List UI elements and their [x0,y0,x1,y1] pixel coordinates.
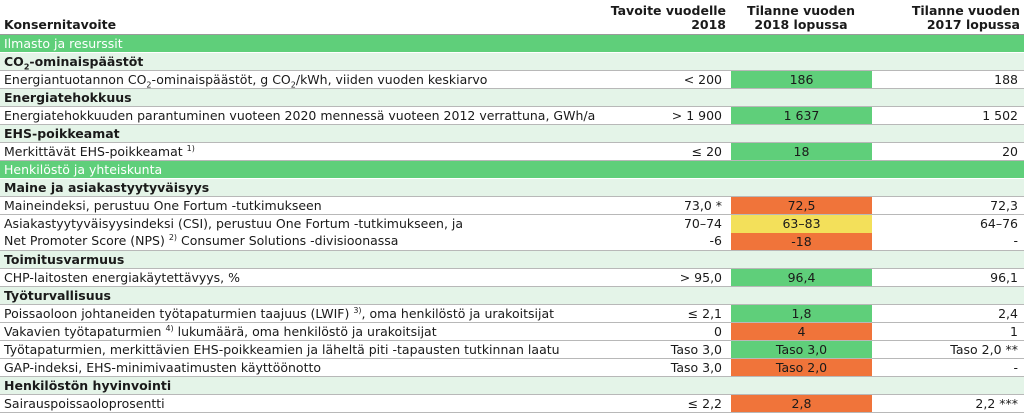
row-status-2018: 1,8 [730,305,872,322]
table-row-energy: Energiatehokkuuden parantuminen vuoteen … [0,107,1024,125]
row-status-2017: 20 [1002,144,1018,159]
row-target: Taso 3,0 [670,360,722,375]
table-header: Konsernitavoite Tavoite vuodelle 2018 Ti… [0,0,1024,35]
row-label: Poissaoloon johtaneiden työtapaturmien t… [4,305,554,321]
row-label: Energiantuotannon CO2-ominaispäästöt, g … [4,72,488,90]
subhead-brand: Maine ja asiakastyytyväisyys [0,179,1024,197]
table-row-ehs: Merkittävät EHS-poikkeamat 1) ≤ 20 18 20 [0,143,1024,161]
footnote-marker: 4) [165,323,174,333]
row-status-2018: 2,8 [730,395,872,412]
subhead-co2-subscript: 2 [23,62,30,72]
row-target: ≤ 2,2 [687,396,722,411]
row-target: ≤ 2,1 [687,306,722,321]
section-climate: Ilmasto ja resurssit [0,35,1024,53]
row-label: Maineindeksi, perustuu One Fortum -tutki… [4,198,322,213]
footnote-marker: 2) [168,232,178,242]
table-row-gap: GAP-indeksi, EHS-minimivaatimusten käytt… [0,359,1024,377]
subhead-supply: Toimitusvarmuus [0,251,1024,269]
row-status-2017: 1 [1010,324,1018,339]
row-target: > 1 900 [671,108,722,123]
row-target: ≤ 20 [691,144,722,159]
footnote-marker: 1) [186,143,195,153]
subhead-ehs: EHS-poikkeamat [0,125,1024,143]
header-status-2018: Tilanne vuoden 2018 lopussa [746,3,856,32]
row-target: 70–74 -6 [683,216,722,248]
row-label: Sairauspoissaoloprosentti [4,396,165,411]
table-row-brand: Maineindeksi, perustuu One Fortum -tutki… [0,197,1024,215]
subhead-co2-text: CO [4,54,24,69]
subhead-co2: CO2-ominaispäästöt [0,53,1024,71]
row-status-2018: 4 [730,323,872,340]
table-row-sick: Sairauspoissaoloprosentti ≤ 2,2 2,8 2,2 … [0,395,1024,413]
row-status-2018: 63–83 -18 [730,215,872,250]
row-status-2017: 2,2 *** [975,396,1018,411]
row-status-2017: 188 [994,72,1018,87]
section-people: Henkilöstö ja yhteiskunta [0,161,1024,179]
row-status-2018: Taso 3,0 [730,341,872,358]
row-label: Merkittävät EHS-poikkeamat 1) [4,143,195,159]
row-status-2018: 18 [730,143,872,160]
row-status-2018: 96,4 [730,269,872,286]
row-status-2018: 186 [730,71,872,88]
header-status-2017: Tilanne vuoden 2017 lopussa [911,3,1020,32]
row-status-2017: 1 502 [982,108,1018,123]
subhead-safety: Työturvallisuus [0,287,1024,305]
header-target-2018: Tavoite vuodelle 2018 [610,3,726,32]
row-status-2017: 64–76 - [979,216,1018,248]
row-status-2017: 72,3 [990,198,1018,213]
row-target: < 200 [683,72,722,87]
row-status-2017: Taso 2,0 ** [950,342,1018,357]
row-label: Vakavien työtapaturmien 4) lukumäärä, om… [4,323,437,339]
row-label: CHP-laitosten energiakäytettävyys, % [4,270,241,285]
table-row-chp: CHP-laitosten energiakäytettävyys, % > 9… [0,269,1024,287]
row-status-2018: 72,5 [730,197,872,214]
row-target: Taso 3,0 [670,342,722,357]
subhead-wellbeing: Henkilöstön hyvinvointi [0,377,1024,395]
row-status-2018: Taso 2,0 [730,359,872,376]
table-row-lwif: Poissaoloon johtaneiden työtapaturmien t… [0,305,1024,323]
subhead-co2-text-end: -ominaispäästöt [29,54,144,69]
row-status-2017: - [1013,360,1018,375]
table-row-severe: Vakavien työtapaturmien 4) lukumäärä, om… [0,323,1024,341]
row-label: Asiakastyytyväisyysindeksi (CSI), perust… [4,216,464,248]
row-label: Energiatehokkuuden parantuminen vuoteen … [4,108,596,123]
row-target: 0 [714,324,722,339]
footnote-marker: 3) [353,305,362,315]
row-label: Työtapaturmien, merkittävien EHS-poikkea… [4,342,560,357]
table-row-co2: Energiantuotannon CO2-ominaispäästöt, g … [0,71,1024,89]
header-goal: Konsernitavoite [4,17,117,32]
row-status-2017: 96,1 [990,270,1018,285]
row-status-2017: 2,4 [998,306,1018,321]
row-target: 73,0 * [683,198,722,213]
row-status-2018: 1 637 [730,107,872,124]
row-label: GAP-indeksi, EHS-minimivaatimusten käytt… [4,360,322,375]
table-row-csi-nps: Asiakastyytyväisyysindeksi (CSI), perust… [0,215,1024,251]
subhead-energy: Energiatehokkuus [0,89,1024,107]
row-target: > 95,0 [679,270,722,285]
table-row-quality: Työtapaturmien, merkittävien EHS-poikkea… [0,341,1024,359]
